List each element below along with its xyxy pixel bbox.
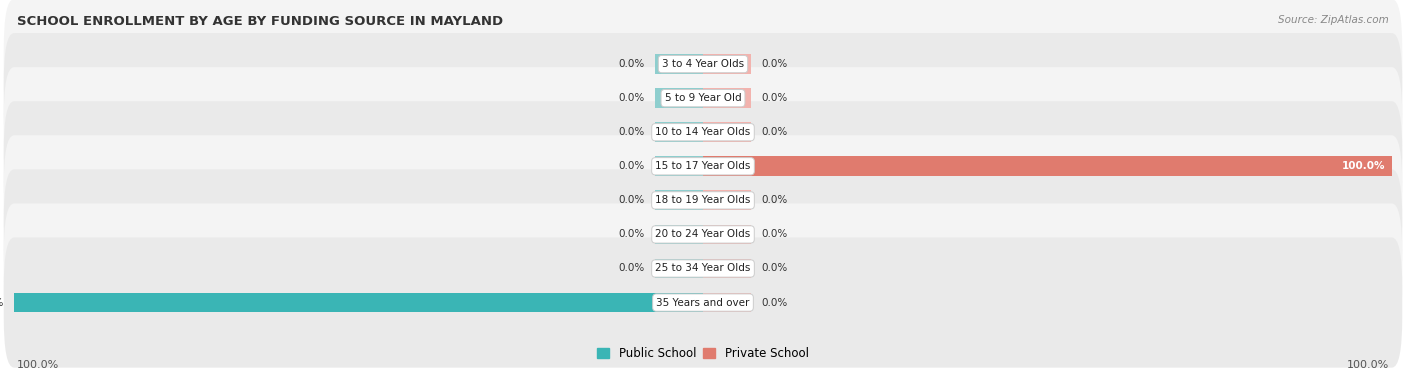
Bar	[703, 156, 1392, 176]
Text: 0.0%: 0.0%	[619, 195, 644, 205]
Text: 5 to 9 Year Old: 5 to 9 Year Old	[665, 93, 741, 103]
FancyBboxPatch shape	[4, 67, 1402, 197]
Bar	[655, 54, 703, 74]
FancyBboxPatch shape	[4, 203, 1402, 333]
Text: 10 to 14 Year Olds: 10 to 14 Year Olds	[655, 127, 751, 137]
Text: 0.0%: 0.0%	[762, 297, 787, 308]
Bar	[703, 88, 751, 108]
Text: 0.0%: 0.0%	[762, 263, 787, 274]
FancyBboxPatch shape	[4, 0, 1402, 129]
FancyBboxPatch shape	[4, 135, 1402, 265]
Text: 100.0%: 100.0%	[1347, 361, 1389, 370]
FancyBboxPatch shape	[4, 33, 1402, 163]
FancyBboxPatch shape	[4, 101, 1402, 231]
Text: 0.0%: 0.0%	[762, 127, 787, 137]
Bar	[703, 293, 751, 313]
Text: Source: ZipAtlas.com: Source: ZipAtlas.com	[1278, 15, 1389, 25]
FancyBboxPatch shape	[4, 237, 1402, 368]
Bar	[655, 225, 703, 244]
Text: 0.0%: 0.0%	[762, 93, 787, 103]
Legend: Public School, Private School: Public School, Private School	[593, 342, 813, 365]
Text: 0.0%: 0.0%	[619, 229, 644, 239]
Text: 0.0%: 0.0%	[762, 195, 787, 205]
Bar	[655, 156, 703, 176]
Text: 100.0%: 100.0%	[0, 297, 4, 308]
Text: 0.0%: 0.0%	[619, 93, 644, 103]
Text: 100.0%: 100.0%	[1341, 161, 1385, 171]
Text: 0.0%: 0.0%	[619, 263, 644, 274]
Bar	[655, 122, 703, 142]
Text: 25 to 34 Year Olds: 25 to 34 Year Olds	[655, 263, 751, 274]
Bar	[655, 259, 703, 278]
Text: 35 Years and over: 35 Years and over	[657, 297, 749, 308]
Text: 0.0%: 0.0%	[619, 127, 644, 137]
Bar	[655, 191, 703, 210]
Bar	[655, 88, 703, 108]
Text: 20 to 24 Year Olds: 20 to 24 Year Olds	[655, 229, 751, 239]
Text: 100.0%: 100.0%	[17, 361, 59, 370]
Text: 0.0%: 0.0%	[619, 161, 644, 171]
Bar	[14, 293, 703, 313]
Bar	[703, 259, 751, 278]
Text: 3 to 4 Year Olds: 3 to 4 Year Olds	[662, 59, 744, 69]
Text: 0.0%: 0.0%	[762, 59, 787, 69]
Text: 18 to 19 Year Olds: 18 to 19 Year Olds	[655, 195, 751, 205]
Bar	[703, 122, 751, 142]
Text: 0.0%: 0.0%	[619, 59, 644, 69]
Text: 0.0%: 0.0%	[762, 229, 787, 239]
Text: 15 to 17 Year Olds: 15 to 17 Year Olds	[655, 161, 751, 171]
FancyBboxPatch shape	[4, 169, 1402, 299]
Text: SCHOOL ENROLLMENT BY AGE BY FUNDING SOURCE IN MAYLAND: SCHOOL ENROLLMENT BY AGE BY FUNDING SOUR…	[17, 15, 503, 28]
Bar	[703, 225, 751, 244]
Bar	[703, 191, 751, 210]
Bar	[703, 54, 751, 74]
